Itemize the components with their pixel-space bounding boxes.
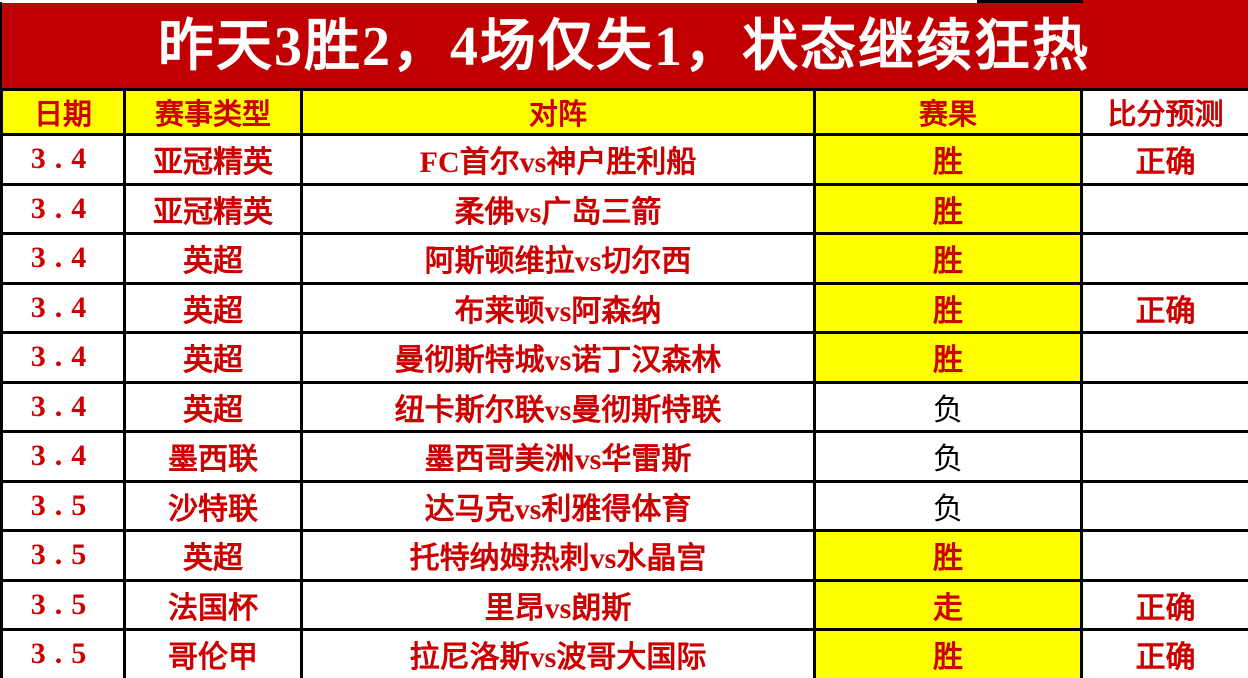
prediction-cell: 正确 xyxy=(1080,281,1248,334)
result-cell: 负 xyxy=(813,430,1083,483)
result-cell: 负 xyxy=(813,479,1083,532)
date-cell: 3.4 xyxy=(0,232,126,285)
result-cell: 胜 xyxy=(813,281,1083,334)
result-cell: 胜 xyxy=(813,529,1083,582)
league-cell: 英超 xyxy=(123,380,303,433)
headline-title: 昨天3胜2，4场仅失1，状态继续狂热 xyxy=(158,16,1090,78)
league-cell: 亚冠精英 xyxy=(123,133,303,186)
column-header-league: 赛事类型 xyxy=(123,88,303,136)
match-cell: 布莱顿vs阿森纳 xyxy=(300,281,816,334)
table-row: 3.4 亚冠精英 柔佛vs广岛三箭胜 xyxy=(0,182,1248,235)
column-header-match: 对阵 xyxy=(300,88,816,136)
match-cell: 里昂vs朗斯 xyxy=(300,578,816,631)
date-cell: 3.4 xyxy=(0,380,126,433)
match-cell: FC首尔vs神户胜利船 xyxy=(300,133,816,186)
table-row: 3.4 英超 阿斯顿维拉vs切尔西胜 xyxy=(0,232,1248,285)
table-row: 3.5 法国杯 里昂vs朗斯走正确 xyxy=(0,578,1248,631)
result-cell: 负 xyxy=(813,380,1083,433)
headline-banner: 昨天3胜2，4场仅失1，状态继续狂热 xyxy=(0,0,1248,88)
prediction-cell xyxy=(1080,380,1248,433)
table-row: 3.5 沙特联 达马克vs利雅得体育负 xyxy=(0,479,1248,532)
match-cell: 达马克vs利雅得体育 xyxy=(300,479,816,532)
match-cell: 柔佛vs广岛三箭 xyxy=(300,182,816,235)
match-cell: 托特纳姆热刺vs水晶宫 xyxy=(300,529,816,582)
league-cell: 英超 xyxy=(123,281,303,334)
top-edge-black-strip xyxy=(977,0,1083,3)
league-cell: 法国杯 xyxy=(123,578,303,631)
date-cell: 3.4 xyxy=(0,133,126,186)
match-cell: 阿斯顿维拉vs切尔西 xyxy=(300,232,816,285)
prediction-cell: 正确 xyxy=(1080,578,1248,631)
date-cell: 3.4 xyxy=(0,331,126,384)
results-table: 日期 赛事类型 对阵 赛果 比分预测 3.4 亚冠精英 FC首尔vs神户胜利船胜正确… xyxy=(0,88,1248,678)
league-cell: 亚冠精英 xyxy=(123,182,303,235)
table-body: 3.4 亚冠精英 FC首尔vs神户胜利船胜正确 3.4 亚冠精英 柔佛vs广岛三箭胜 3.4… xyxy=(0,133,1248,678)
prediction-cell xyxy=(1080,430,1248,483)
prediction-cell: 正确 xyxy=(1080,133,1248,186)
league-cell: 英超 xyxy=(123,529,303,582)
match-cell: 纽卡斯尔联vs曼彻斯特联 xyxy=(300,380,816,433)
table-row: 3.4 英超 纽卡斯尔联vs曼彻斯特联负 xyxy=(0,380,1248,433)
date-cell: 3.4 xyxy=(0,430,126,483)
table-row: 3.4 亚冠精英 FC首尔vs神户胜利船胜正确 xyxy=(0,133,1248,186)
date-cell: 3.5 xyxy=(0,529,126,582)
result-cell: 走 xyxy=(813,578,1083,631)
league-cell: 哥伦甲 xyxy=(123,628,303,678)
column-header-date: 日期 xyxy=(0,88,126,136)
prediction-cell xyxy=(1080,331,1248,384)
result-cell: 胜 xyxy=(813,628,1083,678)
column-header-prediction: 比分预测 xyxy=(1080,88,1248,136)
result-cell: 胜 xyxy=(813,331,1083,384)
league-cell: 英超 xyxy=(123,331,303,384)
date-cell: 3.5 xyxy=(0,479,126,532)
league-cell: 英超 xyxy=(123,232,303,285)
date-cell: 3.4 xyxy=(0,182,126,235)
table-row: 3.4 英超 布莱顿vs阿森纳胜正确 xyxy=(0,281,1248,334)
top-edge-white-strip xyxy=(0,0,977,3)
prediction-cell xyxy=(1080,232,1248,285)
prediction-cell xyxy=(1080,529,1248,582)
date-cell: 3.4 xyxy=(0,281,126,334)
league-cell: 沙特联 xyxy=(123,479,303,532)
table-row: 3.5 英超 托特纳姆热刺vs水晶宫胜 xyxy=(0,529,1248,582)
banner-left-border xyxy=(0,2,2,88)
result-cell: 胜 xyxy=(813,232,1083,285)
header-row: 日期 赛事类型 对阵 赛果 比分预测 xyxy=(0,88,1248,136)
table-row: 3.5 哥伦甲 拉尼洛斯vs波哥大国际胜正确 xyxy=(0,628,1248,678)
prediction-cell xyxy=(1080,479,1248,532)
date-cell: 3.5 xyxy=(0,578,126,631)
result-cell: 胜 xyxy=(813,133,1083,186)
table-row: 3.4 墨西联 墨西哥美洲vs华雷斯负 xyxy=(0,430,1248,483)
result-cell: 胜 xyxy=(813,182,1083,235)
date-cell: 3.5 xyxy=(0,628,126,678)
prediction-cell xyxy=(1080,182,1248,235)
table-row: 3.4 英超 曼彻斯特城vs诺丁汉森林胜 xyxy=(0,331,1248,384)
match-cell: 拉尼洛斯vs波哥大国际 xyxy=(300,628,816,678)
prediction-cell: 正确 xyxy=(1080,628,1248,678)
match-cell: 墨西哥美洲vs华雷斯 xyxy=(300,430,816,483)
column-header-result: 赛果 xyxy=(813,88,1083,136)
league-cell: 墨西联 xyxy=(123,430,303,483)
match-cell: 曼彻斯特城vs诺丁汉森林 xyxy=(300,331,816,384)
